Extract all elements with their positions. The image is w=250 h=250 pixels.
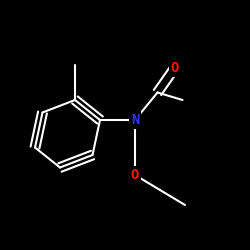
Text: N: N — [131, 113, 139, 127]
Text: O: O — [131, 168, 139, 182]
Text: O: O — [171, 60, 179, 74]
